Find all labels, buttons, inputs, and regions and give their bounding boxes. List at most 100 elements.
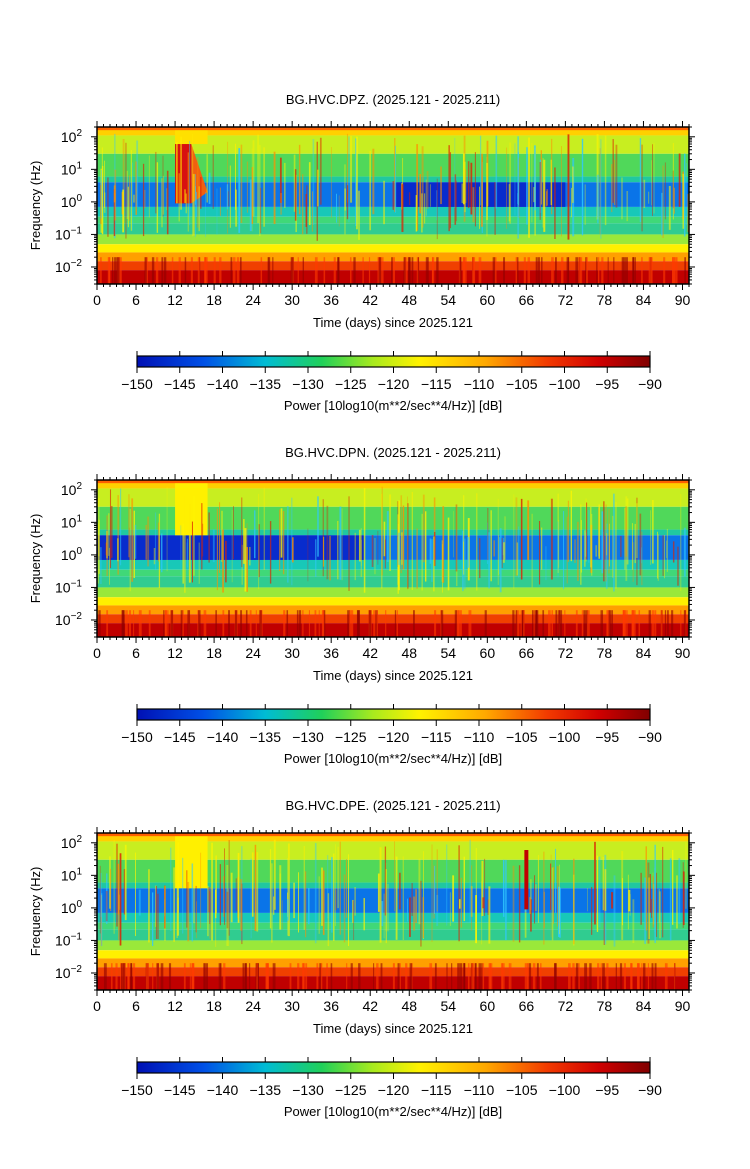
y-tick-label: 10−1	[55, 225, 82, 242]
colorbar-tick-label: −145	[164, 729, 196, 745]
colorbar-tick-label: −150	[121, 1082, 153, 1098]
colorbar-tick-label: −135	[249, 1082, 281, 1098]
colorbar-tick-label: −100	[549, 376, 581, 392]
x-tick-label: 66	[519, 292, 535, 308]
x-tick-label: 42	[362, 645, 378, 661]
y-tick-label: 100	[61, 193, 83, 210]
y-tick-label: 101	[61, 513, 83, 530]
colorbar-tick-label: −135	[249, 376, 281, 392]
y-axis-label: Frequency (Hz)	[28, 867, 43, 957]
x-tick-label: 48	[401, 998, 417, 1014]
x-tick-label: 90	[675, 998, 691, 1014]
x-tick-label: 30	[284, 645, 300, 661]
colorbar-tick-label: −145	[164, 1082, 196, 1098]
x-tick-label: 12	[167, 998, 183, 1014]
colorbar-tick-label: −90	[638, 1082, 662, 1098]
y-ticks	[91, 479, 695, 638]
panel-title: BG.HVC.DPZ. (2025.121 - 2025.211)	[286, 92, 500, 107]
x-tick-label: 54	[441, 998, 457, 1014]
x-tick-label: 6	[132, 292, 140, 308]
x-tick-label: 12	[167, 292, 183, 308]
x-tick-label: 90	[675, 645, 691, 661]
x-tick-label: 60	[480, 645, 496, 661]
x-tick-label: 72	[558, 998, 574, 1014]
spectrogram-image	[97, 480, 689, 637]
panel-title: BG.HVC.DPE. (2025.121 - 2025.211)	[285, 798, 500, 813]
colorbar: −150 −145 −140 −135 −130 −125 −120 −115 −110 −105…	[121, 1057, 662, 1119]
colorbar-tick-label: −95	[595, 376, 619, 392]
colorbar-tick-label: −120	[378, 376, 410, 392]
x-tick-label: 66	[519, 645, 535, 661]
x-tick-label: 84	[636, 998, 652, 1014]
y-ticks	[91, 832, 695, 991]
colorbar-tick-label: −130	[292, 1082, 324, 1098]
y-tick-label: 10−2	[55, 258, 82, 275]
panel-title: BG.HVC.DPN. (2025.121 - 2025.211)	[285, 445, 501, 460]
y-tick-label: 102	[61, 481, 83, 498]
spectrogram-panel: BG.HVC.DPN. (2025.121 - 2025.211) 0 6 12 18 2…	[28, 445, 695, 766]
colorbar-label: Power [10log10(m**2/sec**4/Hz)] [dB]	[284, 1104, 502, 1119]
x-axis-label: Time (days) since 2025.121	[313, 668, 473, 683]
colorbar-tick-label: −105	[506, 729, 538, 745]
colorbar-tick-label: −120	[378, 1082, 410, 1098]
x-tick-label: 6	[132, 645, 140, 661]
y-axis-label: Frequency (Hz)	[28, 161, 43, 251]
colorbar: −150 −145 −140 −135 −130 −125 −120 −115 −110 −105…	[121, 351, 662, 413]
x-tick-label: 66	[519, 998, 535, 1014]
x-tick-label: 72	[558, 645, 574, 661]
x-tick-label: 54	[441, 645, 457, 661]
x-tick-label: 0	[93, 645, 101, 661]
colorbar-tick-label: −110	[464, 1082, 495, 1098]
x-tick-label: 24	[245, 292, 261, 308]
x-tick-label: 84	[636, 645, 652, 661]
y-tick-label: 100	[61, 546, 83, 563]
colorbar-tick-label: −130	[292, 729, 324, 745]
x-tick-label: 30	[284, 998, 300, 1014]
spectrogram-panel: BG.HVC.DPZ. (2025.121 - 2025.211) 0 6 12 18 2…	[28, 92, 695, 413]
colorbar-tick-label: −140	[207, 376, 239, 392]
colorbar: −150 −145 −140 −135 −130 −125 −120 −115 −110 −105…	[121, 704, 662, 766]
x-tick-label: 12	[167, 645, 183, 661]
x-tick-label: 36	[323, 292, 339, 308]
x-tick-label: 84	[636, 292, 652, 308]
x-tick-label: 36	[323, 645, 339, 661]
x-tick-label: 90	[675, 292, 691, 308]
spectrogram-image	[97, 833, 689, 990]
colorbar-tick-label: −110	[464, 729, 495, 745]
x-tick-label: 18	[206, 292, 222, 308]
colorbar-tick-label: −110	[464, 376, 495, 392]
colorbar-tick-label: −95	[595, 1082, 619, 1098]
y-tick-label: 101	[61, 866, 83, 883]
y-axis-label: Frequency (Hz)	[28, 514, 43, 604]
y-tick-label: 101	[61, 160, 83, 177]
x-tick-label: 0	[93, 292, 101, 308]
colorbar-tick-label: −150	[121, 729, 153, 745]
y-tick-label: 100	[61, 899, 83, 916]
y-tick-label: 10−2	[55, 611, 82, 628]
colorbar-tick-label: −115	[421, 376, 452, 392]
colorbar-tick-label: −125	[335, 1082, 367, 1098]
colorbar-tick-label: −140	[207, 729, 239, 745]
y-ticks	[91, 126, 695, 285]
colorbar-tick-label: −120	[378, 729, 410, 745]
x-tick-label: 18	[206, 998, 222, 1014]
colorbar-tick-label: −145	[164, 376, 196, 392]
colorbar-tick-label: −100	[549, 1082, 581, 1098]
x-tick-label: 42	[362, 998, 378, 1014]
spectrogram-panel: BG.HVC.DPE. (2025.121 - 2025.211) 0 6 12 18 2…	[28, 798, 695, 1119]
x-tick-label: 60	[480, 292, 496, 308]
x-tick-label: 72	[558, 292, 574, 308]
y-tick-label: 10−2	[55, 964, 82, 981]
colorbar-tick-label: −115	[421, 1082, 452, 1098]
x-axis-label: Time (days) since 2025.121	[313, 1021, 473, 1036]
spectrogram-image	[97, 127, 689, 284]
y-tick-label: 10−1	[55, 578, 82, 595]
x-tick-label: 18	[206, 645, 222, 661]
x-tick-label: 0	[93, 998, 101, 1014]
colorbar-tick-label: −125	[335, 376, 367, 392]
colorbar-tick-label: −115	[421, 729, 452, 745]
colorbar-tick-label: −105	[506, 376, 538, 392]
x-tick-label: 42	[362, 292, 378, 308]
x-tick-label: 48	[401, 292, 417, 308]
